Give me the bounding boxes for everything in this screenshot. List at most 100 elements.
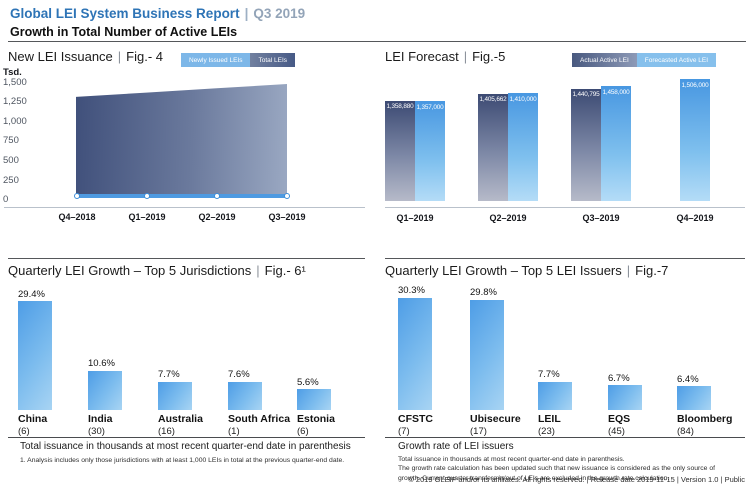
category-label: Ubisecure	[470, 413, 521, 425]
category-label: Bloomberg	[677, 413, 733, 425]
category-sublabel: (7)	[398, 426, 410, 437]
fig7-title-pipe: |	[626, 263, 631, 278]
forecasted-active-lei-bar: 1,458,000	[601, 86, 631, 201]
y-axis-unit-label: Tsd.	[3, 67, 22, 78]
y-axis-tick-label: 250	[3, 174, 19, 186]
actual-active-lei-bar: 1,405,662	[478, 93, 508, 201]
fig5-fig-label: Fig.-5	[472, 49, 506, 64]
bar-value-label: 7.6%	[228, 369, 250, 381]
bar-value-label: 7.7%	[538, 368, 560, 380]
bar-value-label: 1,358,880	[386, 103, 414, 111]
growth-bar	[538, 381, 572, 410]
growth-bar	[677, 386, 711, 410]
report-title-row: Global LEI System Business Report | Q3 201…	[10, 6, 305, 21]
bar-value-label: 5.6%	[297, 376, 319, 388]
fig7-chart: 30.3% CFSTC (7) 29.8% Ubisecure (17) 7.7% LEIL(…	[385, 262, 745, 488]
newly-issued-leis-marker	[213, 192, 221, 200]
bar-value-label: 1,458,000	[602, 88, 630, 96]
bar-value-label: 6.4%	[677, 373, 699, 385]
bar-value-label: 30.3%	[398, 285, 425, 297]
fig7-section-divider	[385, 258, 745, 259]
bar-value-label: 29.8%	[470, 287, 497, 299]
fig6-caption-divider	[8, 437, 365, 438]
growth-bar	[470, 299, 504, 410]
report-period: Q3 2019	[253, 6, 306, 21]
category-label: Estonia	[297, 413, 335, 425]
x-axis-label: Q4–2019	[676, 213, 714, 223]
forecasted-active-lei-bar: 1,410,000	[508, 93, 538, 201]
legend-forecasted-active-lei: Forecasted Active LEI	[636, 53, 717, 67]
fig6-fig-label: Fig.- 6¹	[264, 263, 306, 278]
fig5-chart: 1,358,880 1,357,000 Q1–2019 1,405,662 1,410,…	[385, 46, 745, 251]
category-sublabel: (6)	[297, 426, 309, 437]
y-axis-tick-label: 1,000	[3, 115, 27, 127]
category-label: CFSTC	[398, 413, 433, 425]
category-label: China	[18, 413, 48, 425]
fig7-panel: Quarterly LEI Growth – Top 5 LEI Issuers…	[385, 262, 745, 488]
report-header: Global LEI System Business Report | Q3 201…	[10, 6, 305, 39]
bar-value-label: 1,440,795	[572, 91, 600, 99]
fig7-caption-divider	[385, 437, 745, 438]
category-sublabel: (30)	[88, 426, 105, 437]
newly-issued-leis-marker	[283, 192, 291, 200]
fig5-title: LEI Forecast | Fig.-5	[385, 49, 505, 64]
legend-actual-active-lei: Actual Active LEI	[572, 53, 637, 67]
growth-bar	[228, 381, 262, 410]
bar-value-label: 1,506,000	[681, 81, 709, 89]
fig4-chart: 1,500 1,250 1,000 750 500 250 0 Q4–2018 Q1–2019 Q…	[3, 46, 365, 251]
x-axis-label: Q3–2019	[268, 212, 306, 222]
bar-value-label: 6.7%	[608, 372, 630, 384]
x-axis-label: Q4–2018	[58, 212, 96, 222]
category-sublabel: (84)	[677, 426, 694, 437]
y-axis-tick-label: 0	[3, 194, 9, 206]
growth-bar	[297, 389, 331, 410]
y-axis-tick-label: 750	[3, 135, 19, 147]
growth-bar	[158, 381, 192, 410]
fig5-title-text: LEI Forecast	[385, 49, 459, 64]
y-axis-tick-label: 1,250	[3, 96, 27, 108]
forecasted-active-lei-bar: 1,506,000	[680, 79, 710, 201]
fig4-legend: Newly Issued LEIs Total LEIs	[181, 53, 296, 67]
title-separator: |	[244, 6, 249, 21]
report-subtitle: Growth in Total Number of Active LEIs	[10, 25, 238, 39]
bar-value-label: 29.4%	[18, 288, 45, 300]
fig6-title: Quarterly LEI Growth – Top 5 Jurisdictio…	[8, 263, 306, 278]
copyright-line: © 2019 GLEIF and/or its affiliates. All …	[408, 475, 745, 484]
fig4-panel: New LEI Issuance | Fig.- 4 Newly Issued LE…	[3, 46, 365, 251]
actual-active-lei-bar: 1,358,880	[385, 100, 415, 201]
fig4-title-text: New LEI Issuance	[8, 49, 113, 64]
fig5-title-pipe: |	[463, 49, 468, 64]
newly-issued-leis-marker	[143, 192, 151, 200]
growth-bar	[18, 301, 52, 410]
fig4-x-axis-line	[4, 207, 365, 208]
fig5-panel: LEI Forecast | Fig.-5 Actual Active LEI Fo…	[385, 46, 745, 251]
growth-bar	[608, 385, 642, 410]
report-title: Global LEI System Business Report	[10, 6, 240, 21]
fig4-title-pipe: |	[117, 49, 122, 64]
category-sublabel: (6)	[18, 426, 30, 437]
fig7-fig-label: Fig.-7	[635, 263, 669, 278]
category-sublabel: (23)	[538, 426, 555, 437]
fig7-title-text: Quarterly LEI Growth – Top 5 LEI Issuers	[385, 263, 622, 278]
category-label: Australia	[158, 413, 203, 425]
forecasted-active-lei-bar: 1,357,000	[415, 101, 445, 201]
fig5-legend: Actual Active LEI Forecasted Active LEI	[572, 53, 717, 67]
x-axis-label: Q2–2019	[198, 212, 236, 222]
header-divider	[8, 41, 746, 42]
fig4-title: New LEI Issuance | Fig.- 4	[8, 49, 163, 64]
category-sublabel: (17)	[470, 426, 487, 437]
bar-value-label: 7.7%	[158, 368, 180, 380]
legend-newly-issued-leis: Newly Issued LEIs	[181, 53, 251, 67]
growth-bar	[398, 297, 432, 410]
fig7-note-2: The growth rate calculation has been upd…	[398, 465, 716, 482]
category-label: South Africa	[228, 413, 291, 425]
fig6-title-pipe: |	[256, 263, 260, 278]
x-axis-label: Q1–2019	[128, 212, 166, 222]
total-leis-area	[76, 84, 287, 198]
bar-value-label: 1,405,662	[479, 96, 507, 104]
bar-value-label: 1,410,000	[509, 95, 537, 103]
x-axis-label: Q1–2019	[396, 213, 434, 223]
fig7-caption: Growth rate of LEI issuers	[398, 441, 514, 452]
category-sublabel: (45)	[608, 426, 625, 437]
fig4-fig-label: Fig.- 4	[126, 49, 164, 64]
